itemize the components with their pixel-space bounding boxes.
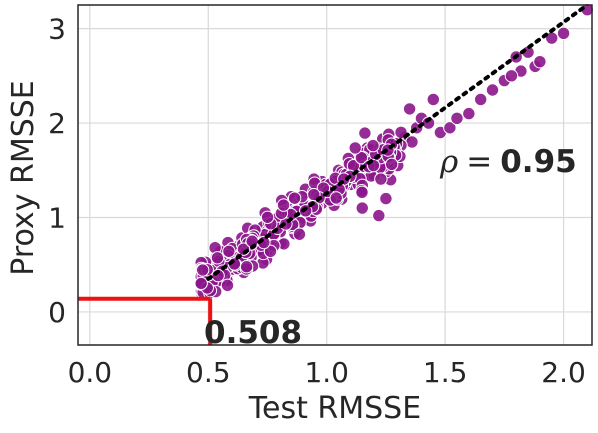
scatter-point [220, 278, 235, 293]
x-tick-label: 0.5 [186, 356, 231, 389]
x-tick-label: 2.0 [541, 356, 586, 389]
scatter-point [194, 276, 208, 291]
scatter-point [276, 198, 291, 212]
rho-equals: = [466, 144, 492, 180]
scatter-point [462, 106, 476, 121]
y-tick-label: 2 [48, 107, 66, 140]
x-tick-label: 1.5 [423, 356, 468, 389]
x-tick-label: 1.0 [304, 356, 349, 389]
correlation-annotation: ρ = 0.95 [439, 144, 577, 180]
x-axis-label: Test RMSSE [248, 391, 421, 426]
x-tick-label: 0.0 [68, 356, 113, 389]
scatter-point [222, 244, 236, 258]
scatter-point [402, 102, 417, 116]
scatter-point [533, 54, 547, 69]
scatter-point [374, 172, 388, 186]
scatter-point [210, 251, 225, 265]
scatter-point [450, 111, 464, 126]
scatter-point [195, 263, 210, 277]
y-axis-label: Proxy RMSSE [6, 80, 41, 275]
grid [78, 5, 592, 345]
scatter-point [473, 92, 488, 107]
scatter-point [260, 210, 275, 224]
x-tick-labels: 0.0 0.5 1.0 1.5 2.0 [68, 356, 586, 389]
scatter-point [355, 201, 369, 215]
scatter-point [329, 191, 343, 205]
scatter-point [239, 260, 254, 274]
y-tick-label: 1 [48, 202, 66, 235]
scatter-point [355, 185, 369, 200]
rho-symbol: ρ [439, 144, 458, 180]
scatter-point [348, 141, 362, 155]
scatter-point [366, 138, 380, 153]
scatter-point [292, 227, 307, 241]
scatter-point [287, 191, 302, 205]
y-tick-labels: 0 1 2 3 [48, 13, 66, 329]
rho-value: 0.95 [500, 144, 577, 180]
scatter-points [194, 3, 594, 300]
scatter-point [504, 69, 519, 83]
y-tick-label: 3 [48, 13, 66, 46]
scatter-point [372, 208, 386, 223]
scatter-point [384, 157, 399, 172]
scatter-point [263, 244, 278, 259]
scatter-point [426, 92, 440, 107]
fit-trend-line [206, 3, 590, 281]
scatter-point [379, 191, 393, 206]
scatter-point [556, 26, 571, 41]
plot-frame [77, 4, 593, 346]
min-test-annotation: 0.508 [204, 315, 302, 351]
scatter-point [485, 83, 500, 97]
scatter-point [443, 121, 457, 135]
y-tick-label: 0 [48, 296, 66, 329]
scatter-point [358, 126, 372, 140]
scatter-point [354, 151, 369, 165]
